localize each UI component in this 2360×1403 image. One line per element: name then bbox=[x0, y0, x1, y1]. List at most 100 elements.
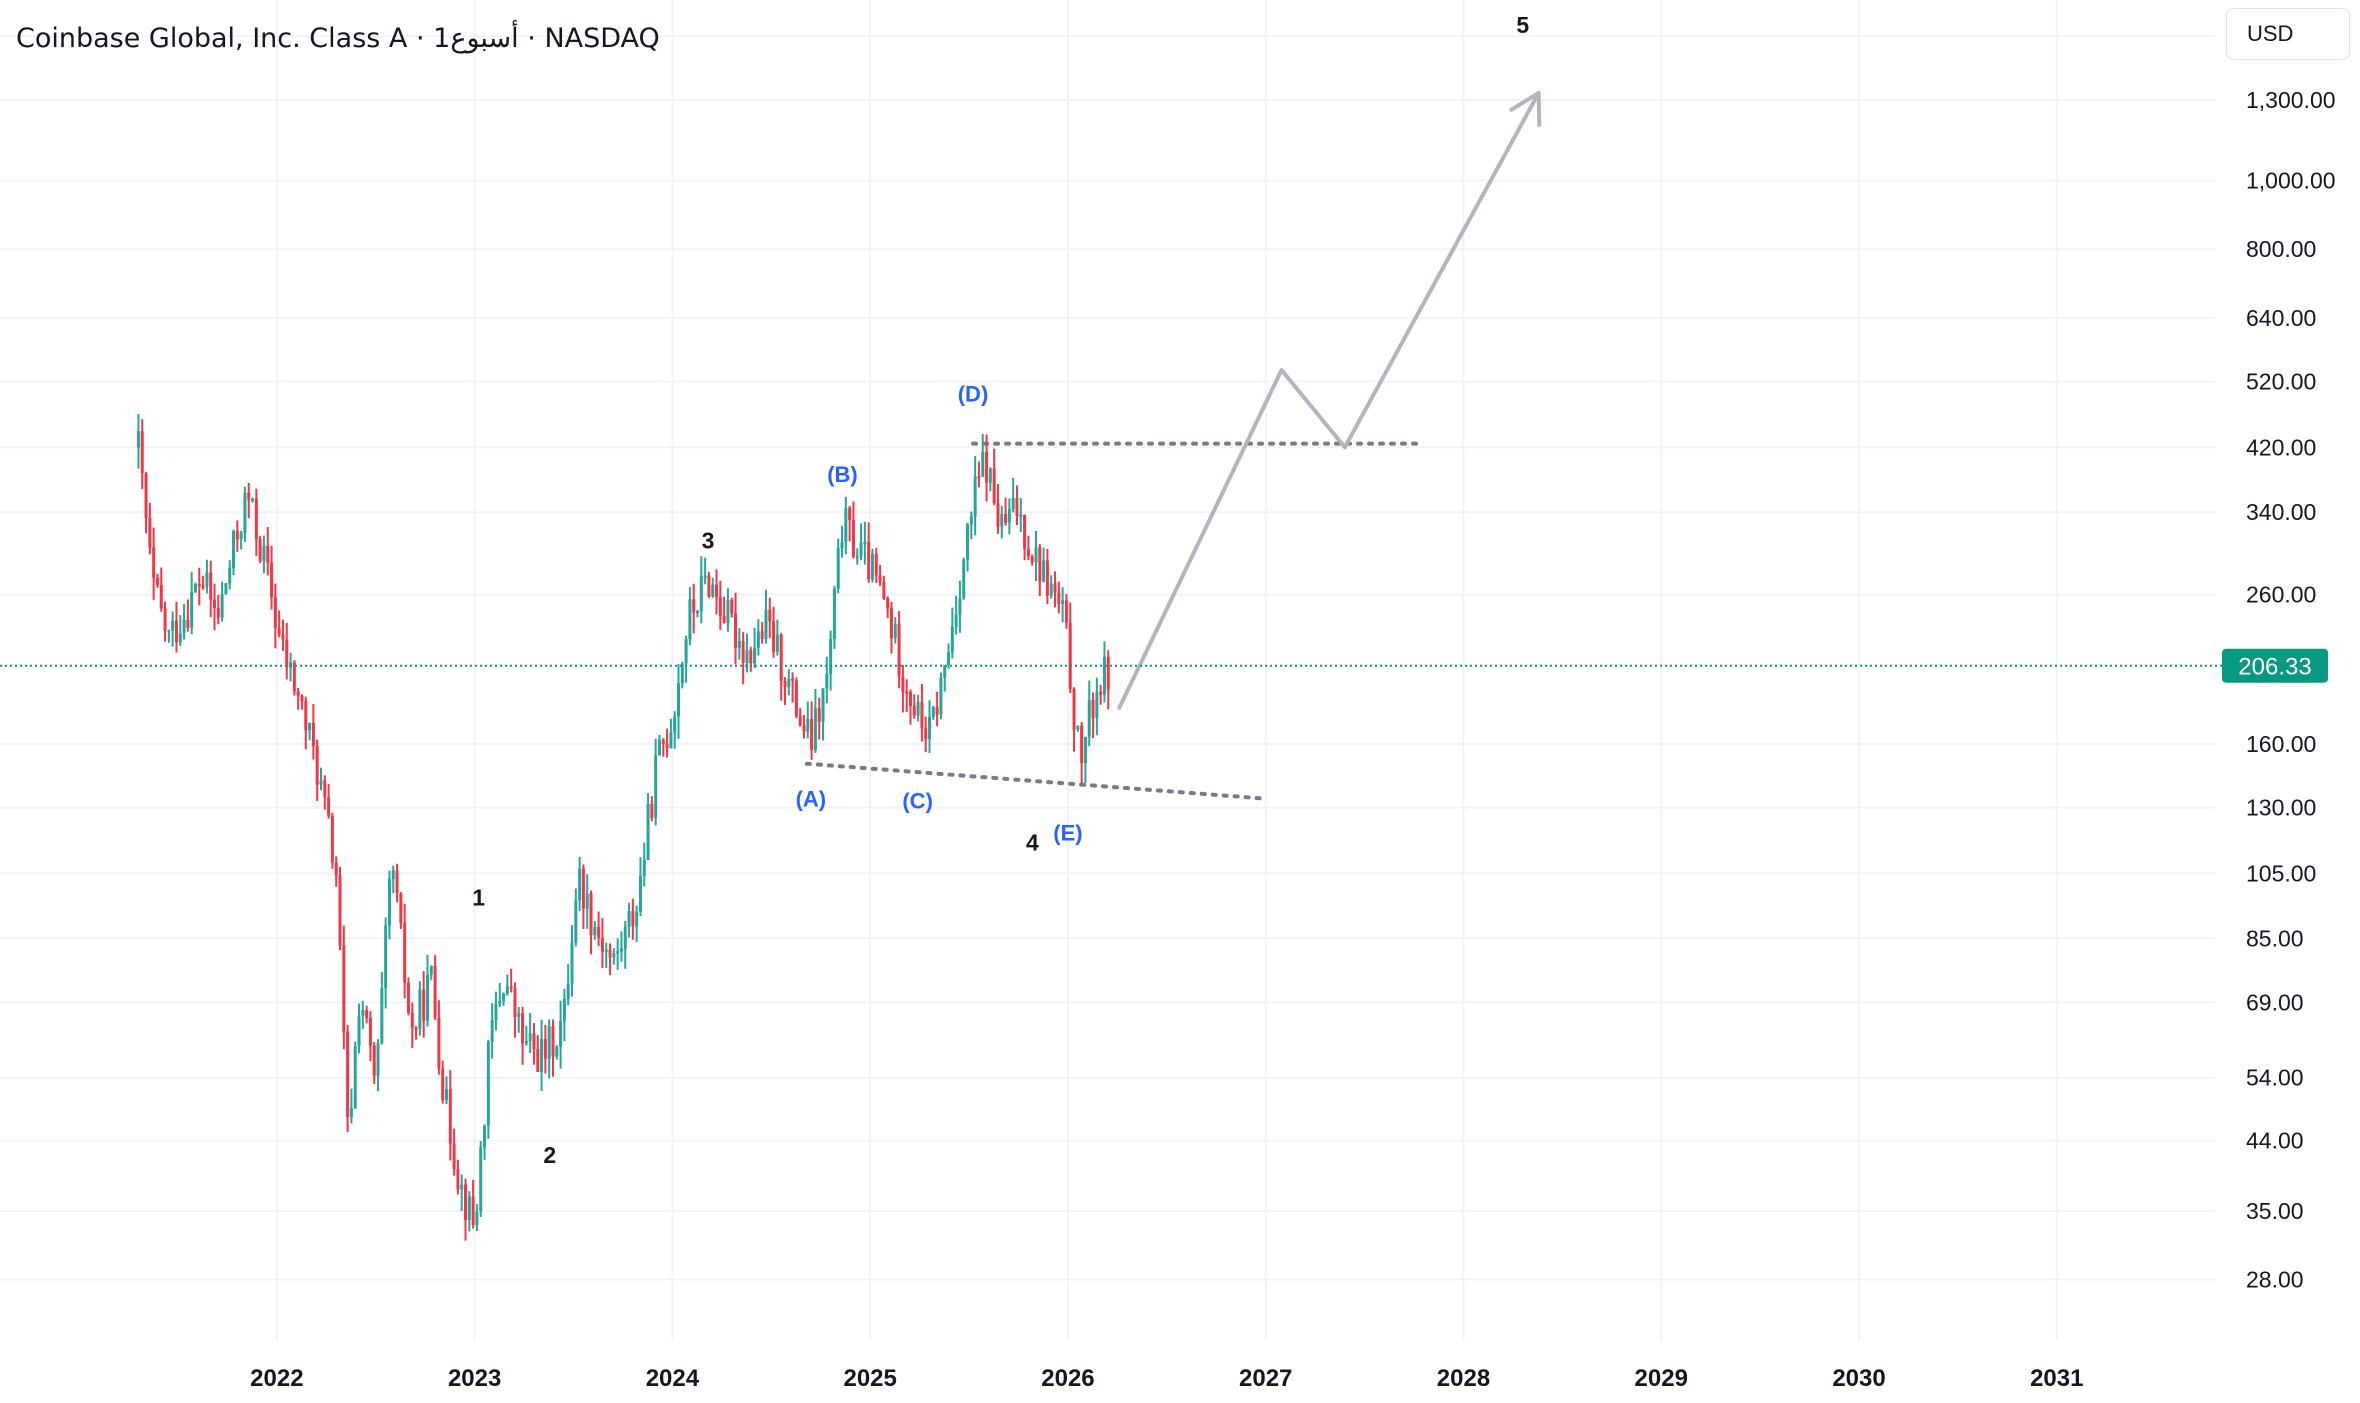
candle-body bbox=[483, 1125, 487, 1148]
candle-body bbox=[281, 634, 285, 640]
candle-body bbox=[178, 633, 182, 643]
candle-body bbox=[338, 875, 342, 946]
candle-body bbox=[171, 620, 175, 631]
candle-body bbox=[239, 532, 243, 540]
forecast-path[interactable] bbox=[1117, 91, 1542, 710]
wave-label-sub: (C) bbox=[902, 789, 933, 814]
candle-body bbox=[1102, 656, 1106, 695]
price-axis[interactable]: 28.00 35.00 44.00 54.00 69.00 85.00 105.00 130.… bbox=[2246, 23, 2336, 1292]
candle-body bbox=[943, 664, 947, 678]
y-tick-label: 130.00 bbox=[2246, 795, 2316, 821]
candle-body bbox=[1026, 549, 1030, 557]
candle-body bbox=[1034, 547, 1038, 563]
candle-body bbox=[908, 691, 912, 707]
candle-body bbox=[327, 796, 331, 817]
candle-body bbox=[456, 1168, 460, 1190]
interval-label[interactable]: 1أسبوع bbox=[433, 22, 519, 54]
candle-body bbox=[593, 926, 597, 936]
candle-body bbox=[247, 492, 251, 500]
candle-body bbox=[791, 678, 795, 681]
wave-label: 2 bbox=[543, 1142, 556, 1168]
candle-body bbox=[851, 520, 855, 557]
y-tick-label: 69.00 bbox=[2246, 989, 2304, 1015]
y-tick-label: 160.00 bbox=[2246, 731, 2316, 757]
candle-body bbox=[1083, 736, 1087, 764]
candle-body bbox=[163, 608, 167, 631]
candle-body bbox=[349, 1108, 353, 1118]
currency-label: USD bbox=[2247, 21, 2294, 46]
candle-body bbox=[855, 556, 859, 559]
wave-label: 5 bbox=[1516, 12, 1529, 38]
candle-body bbox=[734, 613, 738, 648]
wave-label: 4 bbox=[1026, 830, 1039, 856]
time-axis[interactable]: 2022 2023 2024 2025 2026 2027 2028 2029 2030 2031 bbox=[250, 1365, 2083, 1392]
candle-body bbox=[167, 630, 171, 633]
candle-body bbox=[368, 1017, 372, 1046]
candle-body bbox=[311, 722, 315, 747]
candle-body bbox=[1087, 699, 1091, 737]
candle-body bbox=[1099, 691, 1103, 695]
candle-body bbox=[258, 539, 262, 562]
candle-body bbox=[916, 701, 920, 716]
support-line[interactable] bbox=[804, 761, 1264, 801]
x-tick-label: 2028 bbox=[1437, 1365, 1490, 1392]
candle-body bbox=[494, 1003, 498, 1021]
candle-body bbox=[616, 951, 620, 954]
forecast-line[interactable] bbox=[1117, 91, 1541, 710]
candle-body bbox=[882, 582, 886, 599]
candle-body bbox=[749, 650, 753, 664]
x-tick-label: 2029 bbox=[1635, 1365, 1688, 1392]
candle-body bbox=[722, 615, 726, 623]
symbol-title[interactable]: Coinbase Global, Inc. Class A · 1أسبوع ·… bbox=[16, 18, 660, 58]
candle-body bbox=[1072, 688, 1076, 730]
candle-body bbox=[825, 674, 829, 689]
candle-body bbox=[676, 683, 680, 717]
candle-body bbox=[441, 1068, 445, 1101]
y-tick-label: 85.00 bbox=[2246, 925, 2304, 951]
candle-body bbox=[429, 965, 433, 975]
candle-body bbox=[608, 949, 612, 958]
candle-body bbox=[1053, 583, 1057, 593]
x-tick-label: 2027 bbox=[1239, 1365, 1292, 1392]
currency-button[interactable]: USD bbox=[2226, 8, 2350, 60]
candle-body bbox=[680, 663, 684, 684]
candle-body bbox=[646, 803, 650, 860]
candle-body bbox=[251, 498, 255, 501]
candle-body bbox=[730, 600, 734, 614]
candle-body bbox=[813, 708, 817, 751]
candle-body bbox=[384, 925, 388, 989]
candle-body bbox=[1011, 497, 1015, 509]
candle-body bbox=[562, 998, 566, 1021]
candle-body bbox=[391, 870, 395, 879]
candle-body bbox=[536, 1049, 540, 1072]
candle-body bbox=[1007, 508, 1011, 523]
candle-body bbox=[623, 926, 627, 949]
wave-label: 3 bbox=[702, 528, 715, 554]
candle-body bbox=[136, 431, 140, 448]
forecast-arrowhead bbox=[1509, 91, 1542, 127]
candle-body bbox=[604, 949, 608, 952]
candle-body bbox=[821, 688, 825, 722]
candle-body bbox=[897, 624, 901, 677]
candle-body bbox=[346, 1031, 350, 1118]
y-tick-label: 35.00 bbox=[2246, 1198, 2304, 1224]
candle-body bbox=[1057, 592, 1061, 604]
candle-body bbox=[737, 641, 741, 648]
candle-body bbox=[425, 974, 429, 1021]
candle-body bbox=[696, 611, 700, 614]
candle-body bbox=[783, 681, 787, 688]
candle-body bbox=[939, 677, 943, 715]
candle-body bbox=[308, 722, 312, 731]
candles bbox=[136, 413, 1110, 1241]
candle-body bbox=[635, 911, 639, 927]
candle-body bbox=[334, 862, 338, 876]
candle-body bbox=[760, 631, 764, 639]
last-price-line: 206.33 bbox=[0, 648, 2328, 683]
symbol-name: Coinbase Global, Inc. Class A bbox=[16, 22, 408, 54]
candle-body bbox=[479, 1147, 483, 1212]
candle-body bbox=[444, 1089, 448, 1101]
y-tick-label: 1,300.00 bbox=[2246, 87, 2336, 113]
candle-body bbox=[277, 627, 281, 635]
